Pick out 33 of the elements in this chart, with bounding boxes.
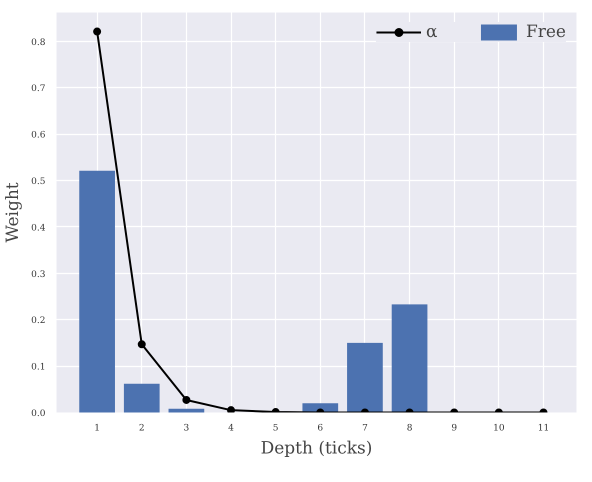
y-axis-title: Weight (3, 182, 24, 243)
y-tick-label: 0.4 (31, 223, 46, 234)
bar (168, 408, 204, 412)
x-tick-label: 9 (451, 424, 458, 434)
x-tick-label: 6 (317, 424, 324, 434)
y-tick-label: 0.6 (31, 130, 46, 141)
point (227, 406, 236, 412)
y-tick-label: 0.8 (31, 38, 46, 48)
y-tick-label: 0.1 (31, 362, 46, 373)
x-tick-label: 1 (94, 424, 100, 434)
bar (347, 342, 383, 412)
x-tick-label: 4 (228, 424, 234, 434)
point (182, 396, 190, 404)
bar (124, 384, 160, 412)
point (138, 340, 146, 348)
x-tick-label: 10 (493, 424, 505, 434)
point (93, 28, 102, 36)
legend-label: Free (526, 22, 566, 42)
x-tick-label: 3 (184, 424, 190, 434)
x-tick-label: 2 (138, 424, 145, 434)
y-tick-label: 0.0 (31, 409, 46, 419)
x-tick-label: 7 (362, 424, 368, 434)
legend-label: α (426, 22, 438, 42)
bar (392, 304, 428, 412)
y-tick-label: 0.3 (31, 270, 46, 280)
y-tick-label: 0.7 (31, 84, 46, 94)
y-tick-label: 0.2 (31, 316, 46, 326)
x-tick-label: 11 (538, 424, 550, 434)
y-tick-label: 0.5 (31, 176, 46, 187)
x-tick-label: 8 (406, 424, 413, 434)
bar (79, 170, 115, 412)
x-tick-label: 5 (272, 424, 279, 434)
x-axis-title: Depth (ticks) (260, 438, 372, 458)
